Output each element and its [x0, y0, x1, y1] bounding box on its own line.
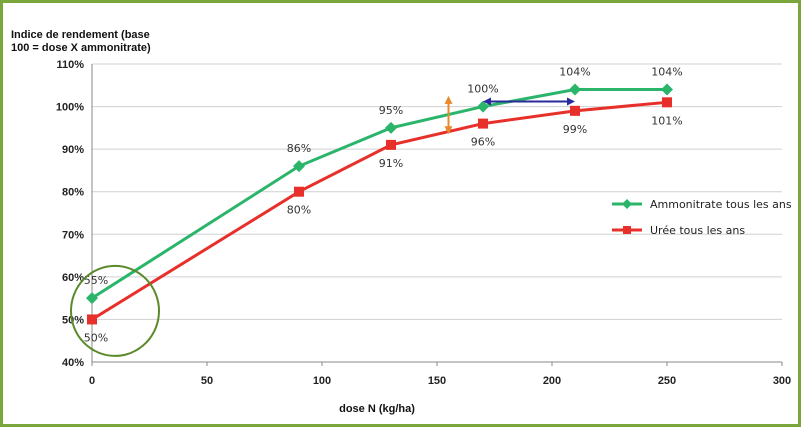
arrow-head	[444, 126, 453, 135]
data-point	[293, 160, 305, 173]
series-line	[91, 88, 667, 300]
data-label: 96%	[471, 136, 495, 149]
y-tick-label: 80%	[62, 187, 84, 199]
x-tick-label: 150	[428, 375, 446, 387]
data-point	[385, 121, 397, 134]
data-label: 91%	[379, 157, 403, 170]
data-label: 99%	[563, 123, 587, 136]
data-point	[478, 118, 488, 129]
y-tick-label: 60%	[62, 272, 84, 284]
data-label: 80%	[287, 204, 311, 217]
data-label: 50%	[84, 331, 108, 344]
data-label: 104%	[651, 66, 682, 79]
x-tick-label: 0	[89, 375, 95, 387]
data-label: 95%	[379, 104, 403, 117]
arrow-head	[444, 95, 453, 104]
legend-marker	[623, 226, 631, 234]
x-tick-label: 100	[313, 375, 331, 387]
data-point	[86, 292, 98, 305]
arrow-head	[567, 97, 575, 106]
y-axis-title: Indice de rendement (base 100 = dose X a…	[11, 29, 151, 55]
legend-marker	[622, 199, 632, 209]
y-tick-label: 110%	[56, 59, 84, 71]
x-axis-title: dose N (kg/ha)	[339, 403, 415, 415]
y-tick-label: 70%	[62, 229, 84, 241]
data-label: 55%	[84, 274, 108, 287]
y-tick-label: 40%	[62, 357, 84, 369]
data-point	[386, 139, 396, 150]
x-tick-label: 250	[658, 375, 676, 387]
x-tick-label: 200	[543, 375, 561, 387]
data-point	[662, 97, 672, 108]
data-point	[477, 100, 489, 113]
highlight-circle	[70, 264, 160, 357]
arrow-head	[483, 97, 491, 106]
data-point	[661, 83, 673, 96]
data-label: 100%	[467, 83, 498, 96]
y-axis-title-line2: 100 = dose X ammonitrate)	[11, 42, 151, 54]
legend-label: Ammonitrate tous les ans	[650, 198, 792, 211]
data-label: 104%	[559, 66, 590, 79]
y-axis-title-line1: Indice de rendement (base	[11, 29, 150, 41]
legend-label: Urée tous les ans	[650, 224, 745, 237]
x-tick-label: 300	[773, 375, 791, 387]
y-tick-label: 50%	[62, 314, 84, 326]
data-point	[570, 105, 580, 116]
data-point	[87, 314, 97, 325]
x-tick-label: 50	[201, 375, 213, 387]
data-point	[294, 186, 304, 197]
y-tick-label: 100%	[56, 102, 84, 114]
series-line	[91, 100, 668, 321]
data-label: 101%	[651, 114, 682, 127]
data-point	[569, 83, 581, 96]
data-label: 86%	[287, 142, 311, 155]
y-tick-label: 90%	[62, 144, 84, 156]
